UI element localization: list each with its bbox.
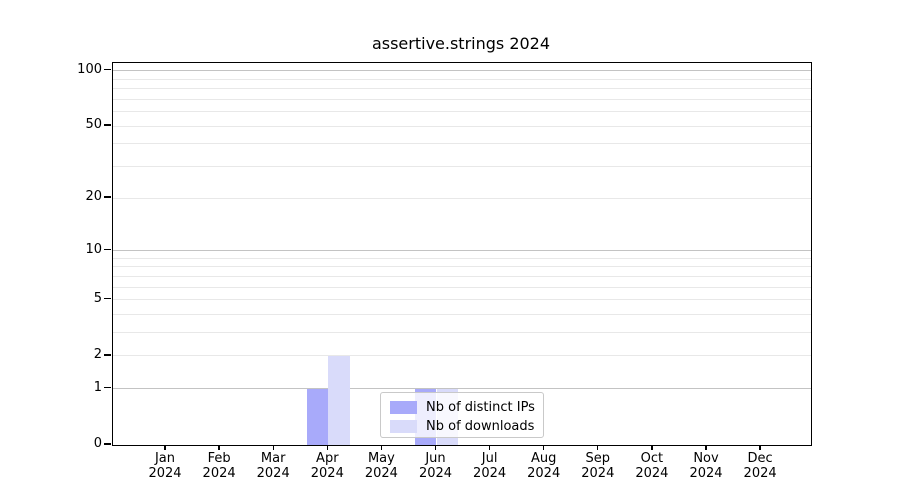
x-tick-label-aug: Aug 2024: [527, 451, 561, 481]
gridline-3: [113, 332, 811, 334]
gridline-6: [113, 286, 811, 288]
gridline-1: [113, 388, 811, 390]
gridline-4: [113, 313, 811, 315]
x-tick-label-oct: Oct 2024: [635, 451, 669, 481]
bar-downloads-apr: [328, 355, 350, 445]
x-tick-jun: [434, 445, 437, 450]
x-tick-label-dec: Dec 2024: [743, 451, 777, 481]
x-tick-may: [380, 445, 383, 450]
y-tick-label-2: 2: [93, 346, 102, 362]
x-tick-label-feb: Feb 2024: [202, 451, 236, 481]
y-tick-50: [104, 124, 111, 126]
x-tick-label-sep: Sep 2024: [581, 451, 615, 481]
bar-distinct-ips-apr: [306, 388, 329, 445]
gridline-100: [113, 70, 811, 72]
chart-title: assertive.strings 2024: [371, 34, 551, 53]
gridline-9: [113, 257, 811, 259]
x-tick-label-nov: Nov 2024: [689, 451, 723, 481]
legend-item-distinct-ips: Nb of distinct IPs: [381, 398, 543, 417]
gridline-50: [113, 125, 811, 127]
y-tick-10: [104, 248, 111, 251]
legend: Nb of distinct IPs Nb of downloads: [380, 392, 544, 438]
x-tick-label-jul: Jul 2024: [473, 451, 507, 481]
gridline-10: [113, 250, 811, 251]
y-tick-label-20: 20: [85, 189, 102, 205]
x-tick-jan: [164, 445, 166, 450]
x-tick-label-jan: Jan 2024: [148, 451, 182, 481]
legend-swatch-downloads-icon: [390, 420, 417, 433]
gridline-8: [113, 266, 811, 268]
x-tick-mar: [272, 445, 274, 450]
y-tick-label-5: 5: [93, 290, 102, 306]
y-tick-label-100: 100: [77, 61, 102, 77]
gridline-20: [113, 197, 811, 199]
y-tick-0: [104, 443, 111, 445]
gridline-7: [113, 275, 811, 277]
plot-area: Nb of distinct IPs Nb of downloads: [112, 62, 812, 446]
x-tick-sep: [597, 445, 599, 450]
legend-item-downloads: Nb of downloads: [381, 417, 543, 436]
y-tick-label-10: 10: [85, 241, 102, 257]
gridline-80: [113, 88, 811, 90]
x-tick-oct: [651, 445, 653, 450]
legend-label-downloads: Nb of downloads: [426, 419, 535, 434]
gridline-40: [113, 143, 811, 145]
y-tick-5: [104, 297, 111, 300]
y-tick-20: [104, 196, 111, 198]
y-tick-1: [104, 387, 111, 389]
gridline-60: [113, 111, 811, 113]
x-tick-aug: [543, 445, 545, 450]
x-tick-label-may: May 2024: [364, 451, 398, 481]
x-tick-nov: [705, 445, 707, 450]
y-tick-2: [104, 354, 111, 356]
gridline-70: [113, 98, 811, 100]
y-tick-label-1: 1: [93, 379, 102, 395]
x-tick-dec: [759, 445, 761, 450]
legend-label-distinct-ips: Nb of distinct IPs: [426, 400, 535, 415]
legend-swatch-distinct-ips-icon: [390, 401, 417, 414]
gridline-2: [113, 355, 811, 357]
x-tick-label-mar: Mar 2024: [256, 451, 290, 481]
y-tick-100: [104, 68, 111, 71]
x-tick-feb: [218, 445, 220, 450]
x-tick-jul: [488, 445, 491, 450]
gridline-5: [113, 299, 811, 301]
x-tick-apr: [326, 445, 328, 450]
y-tick-label-0: 0: [93, 436, 102, 451]
x-tick-label-jun: Jun 2024: [418, 451, 453, 481]
y-tick-label-50: 50: [85, 117, 102, 133]
gridline-90: [113, 78, 811, 80]
gridline-30: [113, 165, 811, 167]
x-tick-label-apr: Apr 2024: [310, 451, 344, 481]
